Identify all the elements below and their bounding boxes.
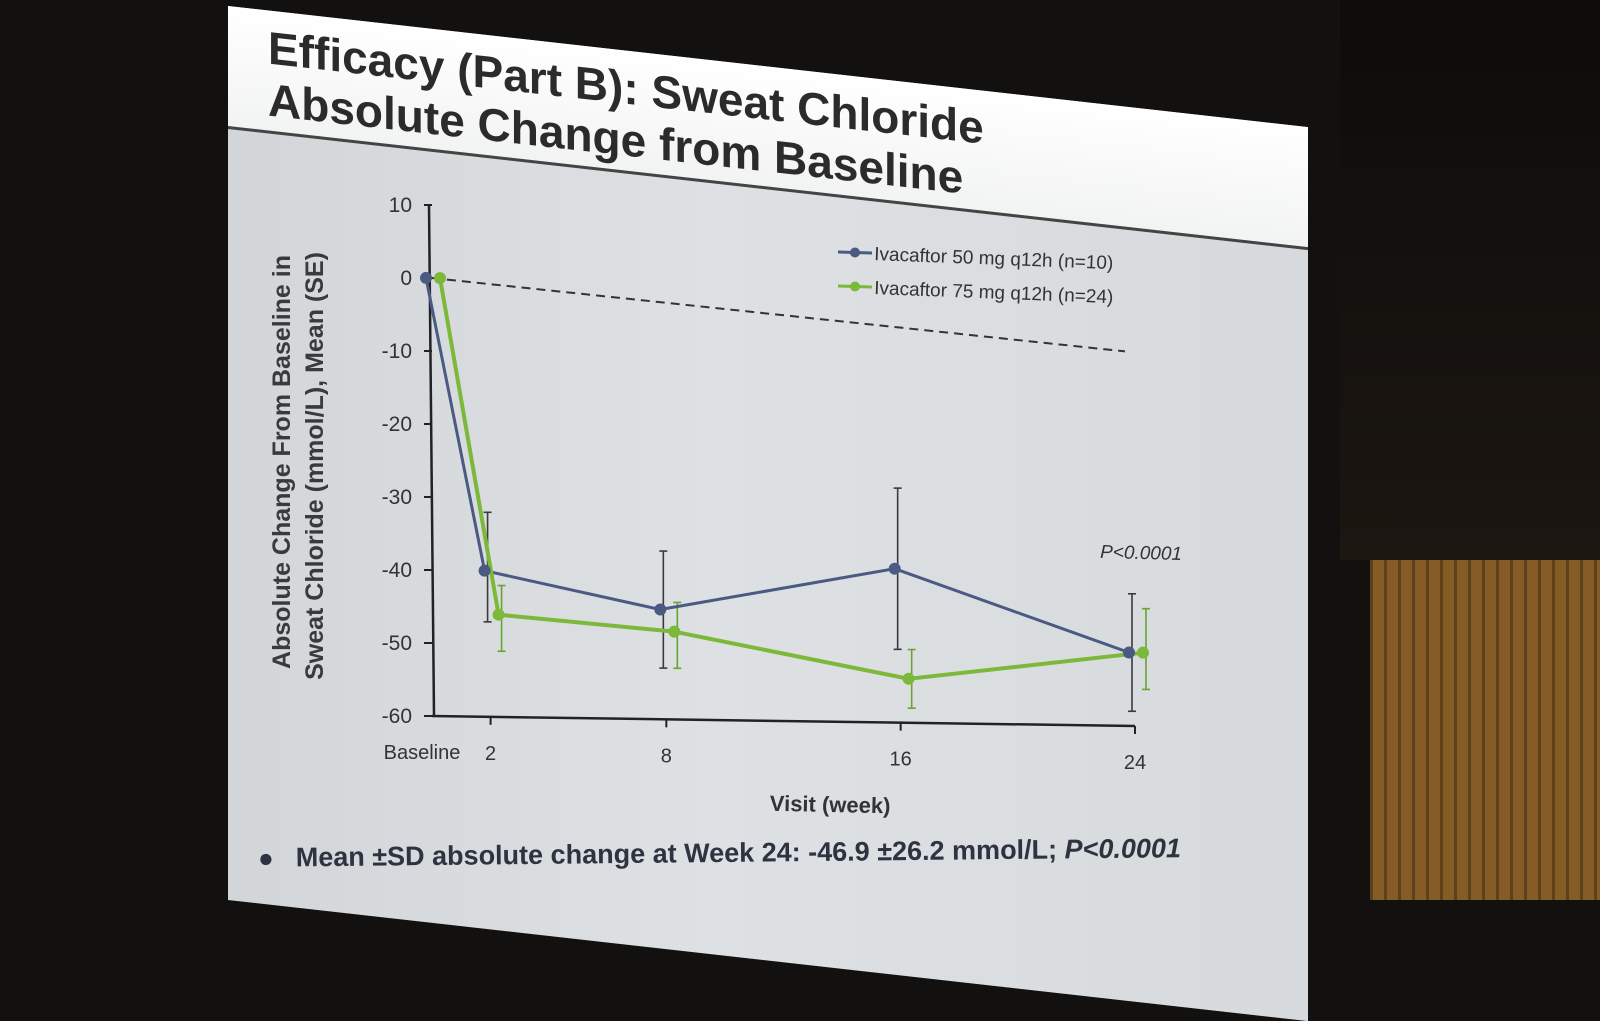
wall-panel bbox=[1370, 560, 1600, 900]
y-tick-label: -40 bbox=[382, 559, 412, 582]
legend-marker-2 bbox=[850, 281, 860, 292]
data-point bbox=[668, 625, 681, 638]
x-axis-line bbox=[431, 714, 1136, 728]
legend-label-2: Ivacaftor 75 mg q12h (n=24) bbox=[874, 278, 1114, 308]
chart-axes: 10 0 -10 -20 -30 -40 -50 -60 Baseline 2 8 16 24 bbox=[382, 194, 1146, 774]
data-point bbox=[478, 564, 491, 577]
y-axis-label-line-2: Sweat Chloride (mmol/L), Mean (SE) bbox=[301, 252, 329, 680]
p-value-annotation: P<0.0001 bbox=[1100, 542, 1182, 565]
data-point bbox=[1137, 646, 1149, 659]
x-axis-label: Visit (week) bbox=[770, 791, 891, 819]
x-tick-label: Baseline bbox=[384, 742, 461, 764]
y-tick-label: 10 bbox=[389, 194, 412, 217]
y-tick-label: 0 bbox=[400, 267, 412, 290]
y-tick-label: -50 bbox=[382, 632, 412, 655]
error-bars bbox=[483, 487, 1150, 713]
y-tick-label: -20 bbox=[382, 413, 412, 436]
data-point bbox=[654, 603, 667, 616]
legend-label-1: Ivacaftor 50 mg q12h (n=10) bbox=[874, 244, 1114, 274]
x-tick-label: 8 bbox=[661, 745, 672, 767]
bullet-p-value: P<0.0001 bbox=[1064, 833, 1182, 865]
line-chart: 10 0 -10 -20 -30 -40 -50 -60 Baseline 2 8 16 24 Ivac… bbox=[268, 194, 1182, 819]
room-background bbox=[1340, 0, 1600, 560]
x-tick-label: 2 bbox=[485, 743, 496, 765]
y-tick-label: -60 bbox=[382, 705, 412, 728]
series-line-1 bbox=[424, 277, 1130, 654]
x-tick-label: 24 bbox=[1124, 752, 1146, 774]
data-point bbox=[434, 272, 446, 285]
reference-line bbox=[431, 277, 1126, 353]
legend-marker-1 bbox=[850, 247, 860, 258]
data-point bbox=[492, 608, 505, 621]
x-tick-label: 16 bbox=[890, 749, 912, 771]
legend: Ivacaftor 50 mg q12h (n=10) Ivacaftor 75 … bbox=[837, 244, 1114, 308]
y-tick-label: -10 bbox=[382, 340, 412, 363]
data-point bbox=[888, 562, 901, 575]
y-axis-label-line-1: Absolute Change From Baseline in bbox=[268, 255, 296, 669]
series-points bbox=[420, 271, 1149, 685]
data-point bbox=[420, 271, 432, 284]
y-tick-label: -30 bbox=[382, 486, 412, 509]
data-point bbox=[902, 672, 915, 685]
dashed-reference-line bbox=[431, 277, 1126, 353]
data-point bbox=[1123, 646, 1135, 659]
series-lines bbox=[424, 277, 1144, 681]
bullet-icon: ● bbox=[257, 842, 274, 873]
